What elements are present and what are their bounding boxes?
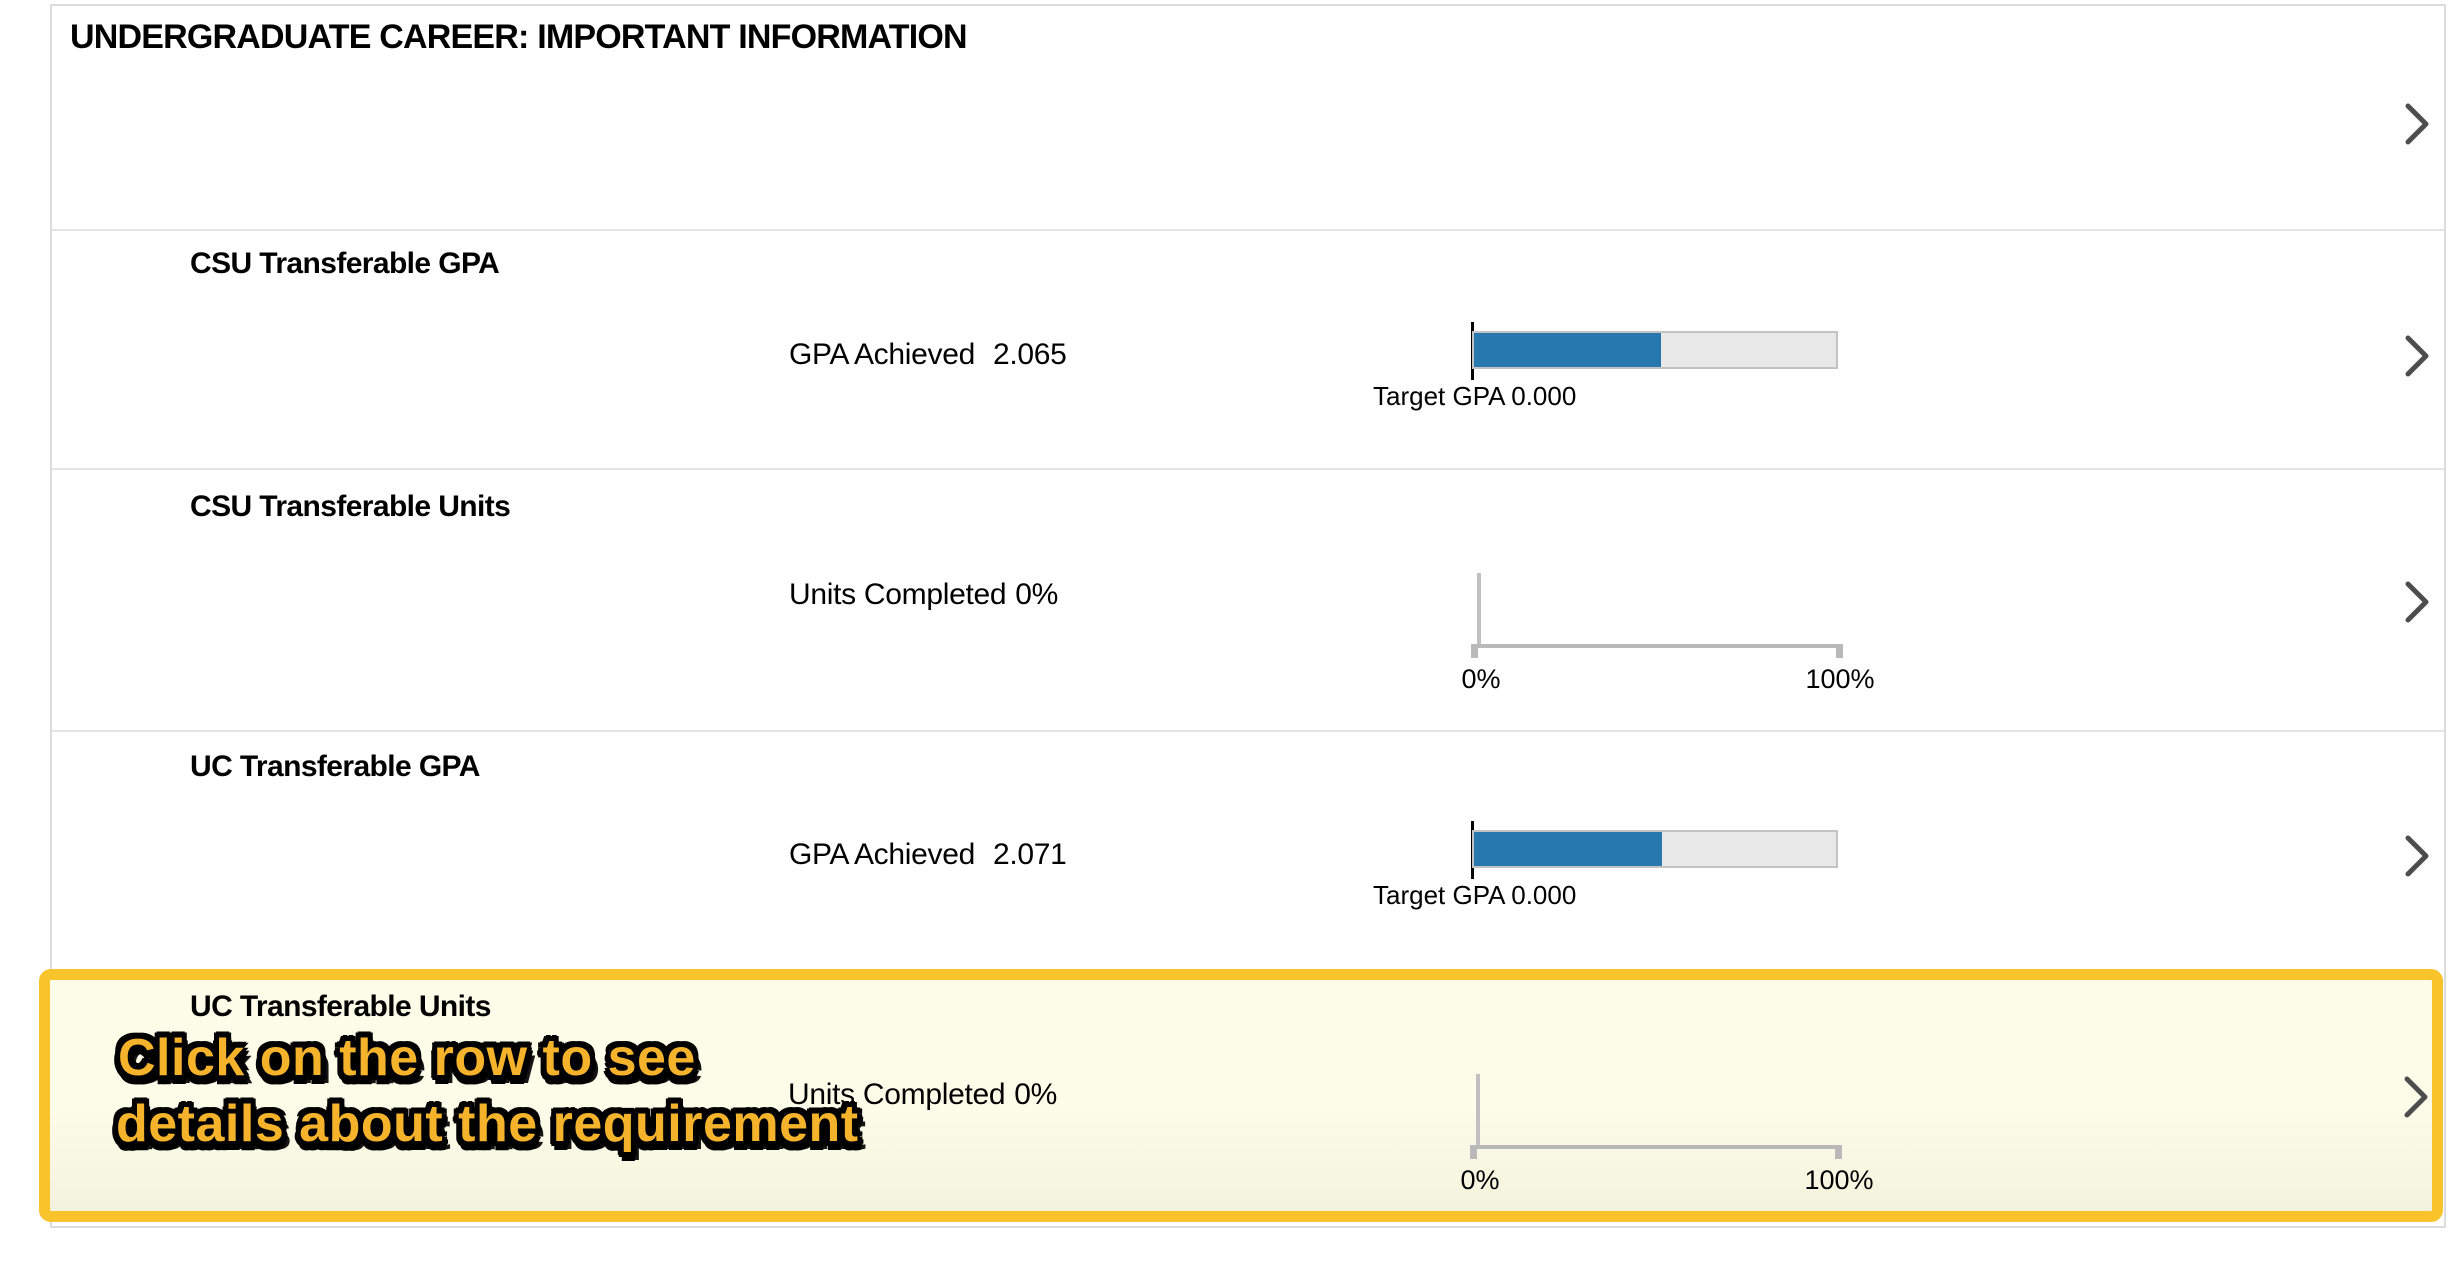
chevron-right-icon[interactable] bbox=[2404, 102, 2430, 146]
percent-axis bbox=[1471, 644, 1843, 648]
row-divider bbox=[52, 468, 2444, 470]
percent-axis bbox=[1470, 1145, 1842, 1149]
gpa-achieved-metric: GPA Achieved 2.065 bbox=[789, 338, 1067, 372]
target-gpa-label: Target GPA 0.000 bbox=[1373, 381, 1577, 411]
row-heading: UC Transferable GPA bbox=[190, 750, 480, 783]
metric-value: 0% bbox=[1015, 578, 1059, 611]
row-heading: CSU Transferable GPA bbox=[190, 247, 500, 280]
zero-percent-marker bbox=[1477, 573, 1481, 644]
axis-tick-min bbox=[1470, 1149, 1477, 1159]
annotation-callout-line1: Click on the row to see bbox=[118, 1029, 696, 1087]
metric-value: 2.065 bbox=[992, 338, 1067, 371]
metric-label: Units Completed bbox=[788, 1078, 1006, 1111]
metric-value: 0% bbox=[1014, 1078, 1058, 1111]
tick-label-min: 0% bbox=[1460, 1165, 1500, 1195]
row-uc-transferable-units-highlighted[interactable]: UC Transferable Units Click on the row t… bbox=[39, 969, 2443, 1222]
gpa-progress-bar bbox=[1472, 830, 1838, 868]
chevron-right-icon[interactable] bbox=[2404, 580, 2430, 624]
tick-label-min: 0% bbox=[1461, 664, 1501, 694]
metric-value: 2.071 bbox=[992, 838, 1067, 871]
axis-tick-max bbox=[1835, 1149, 1842, 1159]
section-important-information[interactable]: UNDERGRADUATE CAREER: IMPORTANT INFORMAT… bbox=[52, 6, 2444, 228]
chevron-right-icon[interactable] bbox=[2404, 334, 2430, 378]
units-completed-metric: Units Completed 0% bbox=[789, 578, 1058, 612]
page-title: UNDERGRADUATE CAREER: IMPORTANT INFORMAT… bbox=[70, 18, 968, 56]
gpa-progress-fill bbox=[1474, 832, 1662, 866]
annotation-callout-line2: details about the requirement bbox=[116, 1095, 859, 1153]
row-csu-transferable-gpa[interactable]: CSU Transferable GPA GPA Achieved 2.065 … bbox=[52, 231, 2444, 468]
axis-tick-min bbox=[1471, 648, 1478, 658]
tick-label-max: 100% bbox=[1805, 664, 1875, 694]
tick-label-max: 100% bbox=[1804, 1165, 1874, 1195]
row-divider bbox=[52, 229, 2444, 231]
metric-label: GPA Achieved bbox=[789, 338, 975, 371]
row-divider bbox=[52, 730, 2444, 732]
gpa-progress-bar bbox=[1472, 331, 1838, 369]
row-heading: UC Transferable Units bbox=[190, 990, 491, 1023]
metric-label: GPA Achieved bbox=[789, 838, 975, 871]
row-csu-transferable-units[interactable]: CSU Transferable Units Units Completed 0… bbox=[52, 470, 2444, 729]
row-uc-transferable-gpa[interactable]: UC Transferable GPA GPA Achieved 2.071 T… bbox=[52, 732, 2444, 968]
chevron-right-icon[interactable] bbox=[2403, 1075, 2429, 1119]
zero-percent-marker bbox=[1476, 1074, 1480, 1145]
gpa-achieved-metric: GPA Achieved 2.071 bbox=[789, 838, 1067, 872]
gpa-progress-fill bbox=[1474, 333, 1661, 367]
units-completed-metric: Units Completed 0% bbox=[788, 1078, 1057, 1112]
row-heading: CSU Transferable Units bbox=[190, 490, 511, 523]
target-gpa-label: Target GPA 0.000 bbox=[1373, 880, 1577, 910]
axis-tick-max bbox=[1836, 648, 1843, 658]
chevron-right-icon[interactable] bbox=[2404, 834, 2430, 878]
metric-label: Units Completed bbox=[789, 578, 1007, 611]
